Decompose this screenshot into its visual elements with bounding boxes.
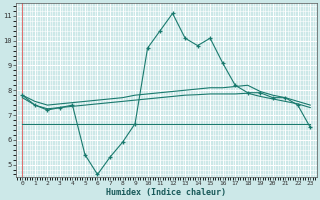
X-axis label: Humidex (Indice chaleur): Humidex (Indice chaleur) [106,188,226,197]
